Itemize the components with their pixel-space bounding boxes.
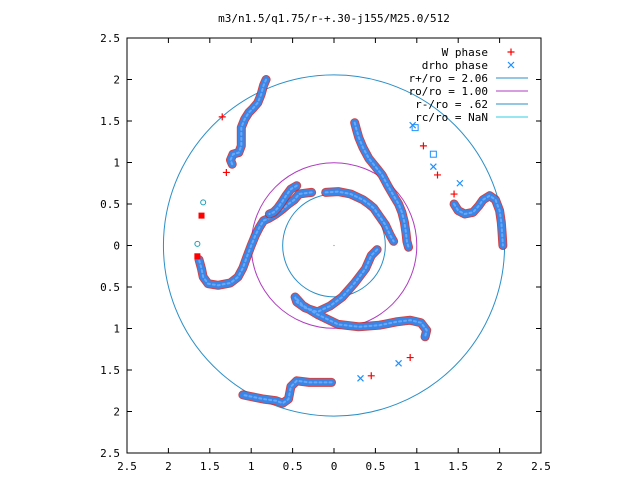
w-phase-point xyxy=(450,190,458,198)
legend-label: drho phase xyxy=(422,59,488,72)
w-phase-point xyxy=(218,113,226,121)
y-tick-label: 2 xyxy=(113,74,120,87)
x-tick-label: 2 xyxy=(165,460,172,473)
x-tick-label: 0 xyxy=(331,460,338,473)
legend-label: rc/ro = NaN xyxy=(415,111,488,124)
w-phase-point xyxy=(367,372,375,380)
y-tick-label: 1.5 xyxy=(100,115,120,128)
y-tick-label: 1.5 xyxy=(100,364,120,377)
arm-texture-7 xyxy=(453,194,504,247)
arm-texture-4 xyxy=(229,78,268,166)
w-phase-point xyxy=(419,142,427,150)
phase-arms xyxy=(194,75,508,408)
arm-texture-6 xyxy=(353,121,410,249)
w-phase-point xyxy=(406,354,414,362)
square-marker-filled xyxy=(198,212,205,219)
legend-key-plus xyxy=(507,48,515,56)
reference-circles xyxy=(162,74,506,417)
arm-texture-1 xyxy=(294,248,428,338)
square-marker-open xyxy=(429,150,437,158)
arm-7 xyxy=(450,192,507,249)
x-tick-label: 1 xyxy=(248,460,255,473)
legend-label: r+/ro = 2.06 xyxy=(409,72,488,85)
square-marker-open xyxy=(411,124,419,132)
x-tick-label: 0.5 xyxy=(365,460,385,473)
x-tick-label: 0.5 xyxy=(283,460,303,473)
square-marker-filled xyxy=(194,253,201,260)
axis-ticks: 2.5 2 1.5 1 0.5 0 0.5 1 1.5 2 2.52.521.510.500.511… xyxy=(100,32,551,473)
x-tick-label: 2 xyxy=(496,460,503,473)
drho-phase-point xyxy=(357,374,364,382)
y-tick-label: 0.5 xyxy=(100,198,120,211)
arm-6 xyxy=(351,119,412,251)
arm-texture-0 xyxy=(198,191,313,287)
drho-phase-point xyxy=(409,121,417,129)
x-tick-label: 2.5 xyxy=(117,460,137,473)
y-tick-label: 1 xyxy=(113,157,120,170)
center-dot xyxy=(333,244,335,247)
legend-label: r-/ro = .62 xyxy=(415,98,488,111)
y-tick-label: 2 xyxy=(113,406,120,419)
y-tick-label: 0 xyxy=(113,240,120,253)
chart-title: m3/n1.5/q1.75/r-+.30-j155/M25.0/512 xyxy=(218,12,450,25)
y-tick-label: 0.5 xyxy=(100,281,120,294)
scatter-markers xyxy=(194,48,515,382)
x-tick-label: 1.5 xyxy=(448,460,468,473)
y-tick-label: 1 xyxy=(113,323,120,336)
drho-phase-point xyxy=(429,163,437,171)
arm-texture-5 xyxy=(324,190,395,243)
arm-texture-3 xyxy=(268,184,298,215)
ring-marker xyxy=(200,199,207,206)
y-tick-label: 2.5 xyxy=(100,32,120,45)
x-tick-label: 2.5 xyxy=(531,460,551,473)
w-phase-point xyxy=(222,168,230,176)
legend-key-cross xyxy=(507,61,515,69)
drho-phase-point xyxy=(395,359,403,367)
x-tick-label: 1 xyxy=(413,460,420,473)
legend-label: W phase xyxy=(442,46,488,59)
legend-label: ro/ro = 1.00 xyxy=(409,85,488,98)
ring-marker xyxy=(194,240,201,247)
arm-texture-2 xyxy=(241,379,333,405)
y-tick-label: 2.5 xyxy=(100,447,120,460)
w-phase-point xyxy=(434,171,441,179)
drho-phase-point xyxy=(456,179,464,187)
x-tick-label: 1.5 xyxy=(200,460,220,473)
